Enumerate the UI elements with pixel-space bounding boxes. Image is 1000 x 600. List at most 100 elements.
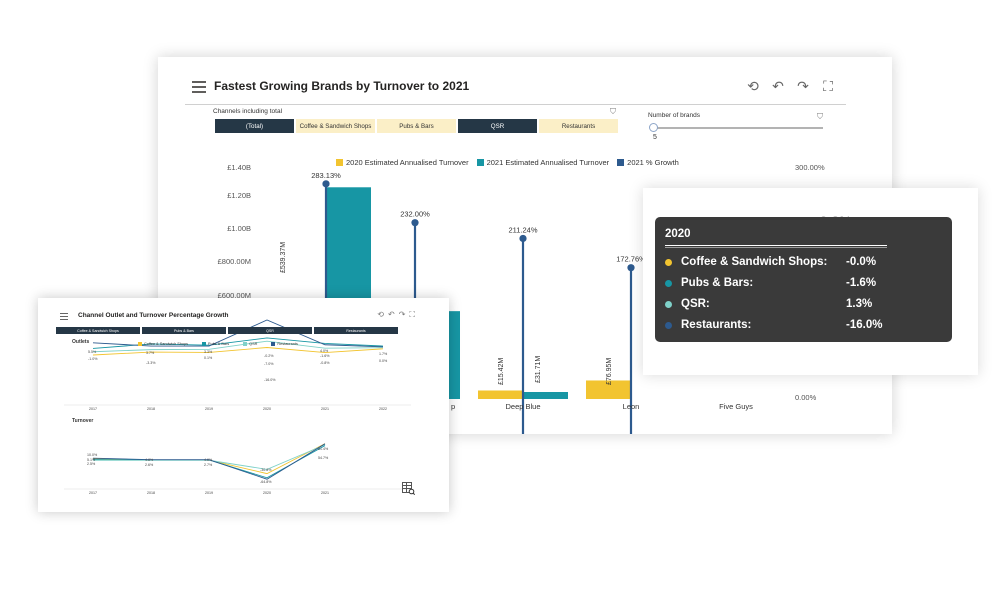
x-axis-label-partial: p — [451, 402, 455, 411]
outlets-point-label: 3.7% — [146, 351, 155, 355]
chip-total[interactable]: (Total) — [215, 119, 294, 133]
turnover-point-label: -30.8% — [260, 468, 272, 472]
undo-icon[interactable]: ⟲ — [747, 77, 759, 94]
outlets-x-tick: 2021 — [321, 407, 329, 411]
series-dot-icon — [665, 321, 672, 329]
tooltip-row: QSR: 1.3% — [665, 298, 925, 310]
y-axis-tick: £1.20B — [227, 191, 251, 200]
legend-item[interactable]: Pubs & Bars — [202, 342, 229, 346]
menu-icon[interactable] — [60, 313, 68, 320]
expand-icon[interactable]: ⛶ — [409, 310, 415, 319]
legend-swatch-icon — [271, 342, 276, 346]
tooltip-panel: -0.2% 2020 Coffee & Sandwich Shops: -0.0… — [643, 188, 978, 375]
secondary-legend: Coffee & Sandwich Shops Pubs & Bars QSR … — [138, 342, 298, 346]
chip-qsr[interactable]: QSR — [228, 327, 312, 334]
legend-item[interactable]: QSR — [243, 342, 257, 346]
chip-qsr[interactable]: QSR — [458, 119, 537, 133]
expand-icon[interactable]: ⛶ — [823, 77, 833, 94]
outlets-point-label: -3.3% — [146, 361, 156, 365]
legend-swatch-icon — [617, 159, 625, 166]
turnover-point-label: 5.1% — [87, 458, 96, 462]
y-axis-tick: £1.40B — [227, 163, 251, 172]
turnover-label: Turnover — [72, 418, 94, 424]
outlets-point-label: 0.0% — [379, 359, 388, 363]
turnover-x-tick: 2018 — [147, 491, 155, 495]
tooltip-row: Restaurants: -16.0% — [665, 319, 925, 331]
chip-restaurants[interactable]: Restaurants — [539, 119, 618, 133]
turnover-x-tick: 2020 — [263, 491, 271, 495]
legend-item[interactable]: Restaurants — [271, 342, 298, 346]
tooltip-row-label: Pubs & Bars: — [681, 277, 754, 289]
outlets-point-label: 3.3% — [204, 350, 213, 354]
legend-swatch-icon — [336, 159, 343, 166]
tooltip-row-label: Coffee & Sandwich Shops: — [681, 256, 828, 268]
outlets-point-label: 0.1% — [204, 356, 213, 360]
y2-axis-tick: 300.00% — [795, 163, 825, 172]
legend-item[interactable]: 2020 Estimated Annualised Turnover — [336, 158, 469, 167]
legend-item[interactable]: 2021 % Growth — [617, 158, 679, 167]
forward-icon[interactable]: ↷ — [797, 77, 809, 94]
bar-label-2021: £539.37M — [280, 242, 287, 273]
growth-label: 232.00% — [400, 210, 430, 219]
filter-icon[interactable]: ⛉ — [610, 107, 616, 116]
growth-point — [322, 180, 330, 188]
back-icon[interactable]: ↶ — [772, 77, 784, 94]
turnover-point-label: 54.7% — [318, 456, 329, 460]
tooltip-row-label: Restaurants: — [681, 319, 752, 331]
secondary-report-panel: 2017 2018 2019 2020 2021 2022 5.5% -1.0% 3.7% -3.… — [38, 298, 449, 512]
legend-swatch-icon — [243, 342, 248, 346]
tooltip: 2020 Coffee & Sandwich Shops: -0.0% Pubs… — [655, 217, 952, 342]
outlets-label: Outlets — [72, 339, 90, 345]
chip-pubs-bars[interactable]: Pubs & Bars — [142, 327, 226, 334]
table-icon[interactable] — [402, 482, 415, 495]
bar-2020-4 — [586, 380, 631, 399]
y2-axis-tick: 0.00% — [795, 393, 817, 402]
outlets-point-label: -7.0% — [264, 362, 274, 366]
bar-2020-3 — [478, 390, 523, 399]
secondary-title: Channel Outlet and Turnover Percentage G… — [78, 312, 229, 319]
bar-label-2020: £76.95M — [606, 358, 613, 385]
undo-icon[interactable]: ⟲ — [377, 310, 384, 319]
y-axis-tick: £800.00M — [218, 257, 251, 266]
outlets-x-tick: 2017 — [89, 407, 97, 411]
brands-slider-track[interactable] — [653, 127, 823, 129]
forward-icon[interactable]: ↷ — [398, 310, 406, 319]
outlets-point-label: -16.0% — [264, 378, 276, 382]
outlets-point-label: -1.6% — [320, 354, 330, 358]
bar-label-2020: £15.42M — [498, 358, 505, 385]
menu-icon[interactable] — [192, 81, 206, 93]
tooltip-title: 2020 — [665, 228, 691, 240]
y-axis-tick: £1.00B — [227, 224, 251, 233]
header-divider — [185, 104, 846, 105]
chip-pubs-bars[interactable]: Pubs & Bars — [377, 119, 456, 133]
outlets-x-tick: 2020 — [263, 407, 271, 411]
outlets-point-label: 4.0% — [320, 349, 329, 353]
outlets-x-tick: 2022 — [379, 407, 387, 411]
visual-toolbar: ⟲ ↶ ↷ ⛶ — [745, 78, 836, 94]
legend-swatch-icon — [202, 342, 207, 346]
legend-swatch-icon — [476, 159, 484, 166]
chip-coffee-sandwich[interactable]: Coffee & Sandwich Shops — [56, 327, 140, 334]
tooltip-row-value: -0.0% — [846, 256, 877, 268]
chip-coffee-sandwich[interactable]: Coffee & Sandwich Shops — [296, 119, 375, 133]
outlets-series-line-0 — [92, 347, 384, 356]
tooltip-row: Coffee & Sandwich Shops: -0.0% — [665, 256, 925, 268]
back-icon[interactable]: ↶ — [387, 310, 395, 319]
y-axis-tick: £600.00M — [218, 291, 251, 300]
chip-restaurants[interactable]: Restaurants — [314, 327, 398, 334]
brands-slider-handle[interactable] — [649, 123, 658, 132]
legend-item[interactable]: 2021 Estimated Annualised Turnover — [476, 158, 609, 167]
outlets-series-line-2 — [92, 340, 384, 353]
growth-point — [627, 264, 635, 272]
series-dot-icon — [665, 258, 672, 266]
tooltip-row: Pubs & Bars: -1.6% — [665, 277, 925, 289]
series-dot-icon — [665, 279, 672, 287]
x-axis-label: Leon — [623, 402, 640, 411]
tooltip-row-value: 1.3% — [846, 298, 873, 310]
growth-point — [519, 234, 527, 243]
outlets-point-label: -0.8% — [320, 361, 330, 365]
filter-icon[interactable]: ⛉ — [817, 112, 823, 121]
turnover-point-label: 2.6% — [145, 463, 154, 467]
legend-item[interactable]: Coffee & Sandwich Shops — [138, 342, 188, 346]
outlets-point-label: -0.2% — [264, 354, 274, 358]
